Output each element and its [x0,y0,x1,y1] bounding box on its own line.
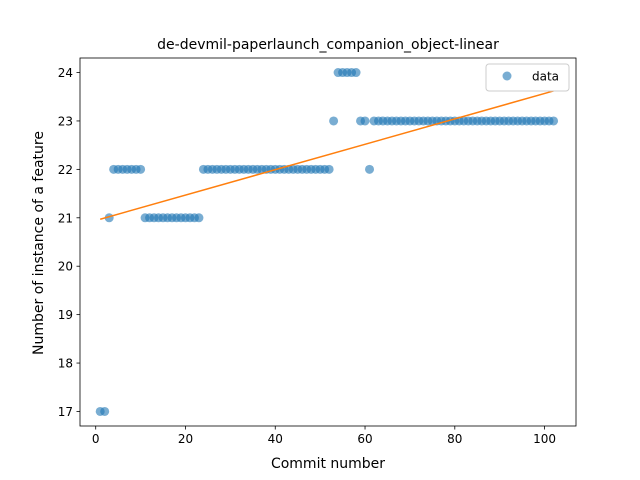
fit-line [99,90,554,220]
y-tick-label: 18 [58,357,73,371]
y-tick-label: 24 [58,66,73,80]
data-point [324,164,334,174]
y-tick-label: 22 [58,163,73,177]
data-point [360,116,370,126]
axes: 0 20 40 60 80 100 17 18 19 20 21 22 23 24 [58,57,577,446]
y-tick-label: 23 [58,114,73,128]
x-tick-label: 40 [268,432,283,446]
y-axis-label: Number of instance of a feature [31,131,47,355]
x-tick-label: 60 [357,432,372,446]
plot-area [95,68,559,416]
x-tick-label: 100 [533,432,556,446]
x-axis-label: Commit number [271,456,385,472]
data-point [365,164,375,174]
legend: data [485,63,570,92]
data-point [549,116,559,126]
x-tick-label: 20 [178,432,193,446]
y-tick-label: 20 [58,260,73,274]
y-tick-label: 17 [58,405,73,419]
data-point [351,68,361,78]
x-tick-label: 80 [447,432,462,446]
data-point [100,406,110,416]
legend-label: data [532,70,559,84]
data-point [329,116,339,126]
axes-frame [79,57,577,427]
legend-marker [502,71,512,81]
x-tick-label: 0 [92,432,100,446]
data-point [194,213,204,223]
legend-frame [485,63,570,92]
y-tick-label: 19 [58,308,73,322]
y-tick-label: 21 [58,211,73,225]
chart-title: de-devmil-paperlaunch_companion_object-l… [157,37,499,53]
data-point [136,164,146,174]
